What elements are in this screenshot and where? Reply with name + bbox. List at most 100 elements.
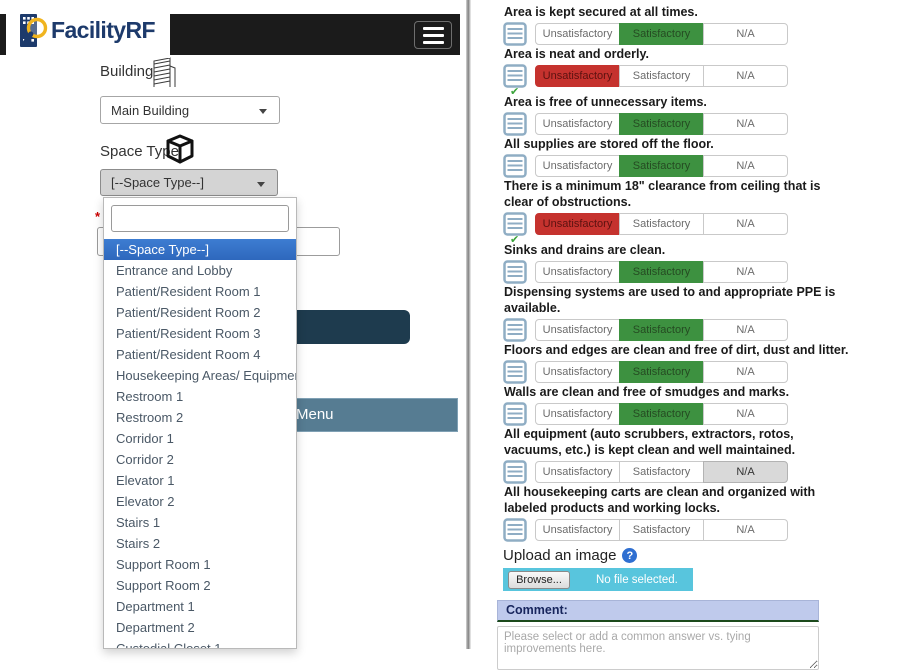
checklist-question: Floors and edges are clean and free of d… <box>504 343 849 357</box>
table-list-icon[interactable] <box>503 360 528 384</box>
table-list-icon[interactable] <box>503 318 528 342</box>
space-type-option[interactable]: Stairs 1 <box>116 515 161 530</box>
na-button[interactable]: N/A <box>703 461 788 483</box>
unsatisfactory-button[interactable]: Unsatisfactory <box>535 319 620 341</box>
dropdown-search-input[interactable] <box>111 205 289 232</box>
hamburger-menu-button[interactable] <box>414 21 452 49</box>
satisfactory-button[interactable]: Satisfactory <box>619 361 704 383</box>
na-button[interactable]: N/A <box>703 23 788 45</box>
na-button[interactable]: N/A <box>703 403 788 425</box>
comment-section: Comment: <box>497 600 819 670</box>
satisfactory-button[interactable]: Satisfactory <box>619 519 704 541</box>
unsatisfactory-button[interactable]: Unsatisfactory <box>535 113 620 135</box>
space-type-option[interactable]: Housekeeping Areas/ Equipment <box>116 368 296 383</box>
table-list-icon[interactable] <box>503 212 528 236</box>
answer-button-group: Unsatisfactory Satisfactory N/A <box>535 113 788 135</box>
file-input[interactable]: Browse... No file selected. <box>503 568 693 591</box>
space-type-option[interactable]: Support Room 2 <box>116 578 211 593</box>
space-type-option[interactable]: Restroom 2 <box>116 410 184 425</box>
comment-textarea[interactable] <box>497 626 819 670</box>
checklist-question: All housekeeping carts are clean and org… <box>504 485 816 515</box>
panel-edge-divider <box>466 0 471 649</box>
checklist-item: Walls are clean and free of smudges and … <box>503 384 853 426</box>
satisfactory-button[interactable]: Satisfactory <box>619 461 704 483</box>
na-button[interactable]: N/A <box>703 113 788 135</box>
checklist-item: Dispensing systems are used to and appro… <box>503 284 853 342</box>
satisfactory-button[interactable]: Satisfactory <box>619 319 704 341</box>
space-type-option[interactable]: Stairs 2 <box>116 536 161 551</box>
answer-button-group: Unsatisfactory Satisfactory N/A <box>535 361 788 383</box>
satisfactory-button[interactable]: Satisfactory <box>619 65 704 87</box>
unsatisfactory-button[interactable]: Unsatisfactory <box>535 519 620 541</box>
space-type-option[interactable]: Corridor 1 <box>116 431 174 446</box>
na-button[interactable]: N/A <box>703 319 788 341</box>
building-select[interactable]: Main Building <box>100 96 280 124</box>
table-list-icon[interactable] <box>503 112 528 136</box>
answer-button-group: Unsatisfactory Satisfactory N/A <box>535 261 788 283</box>
space-type-option[interactable]: Department 2 <box>116 620 195 635</box>
hamburger-icon <box>422 26 444 30</box>
space-type-option[interactable]: Corridor 2 <box>116 452 174 467</box>
na-button[interactable]: N/A <box>703 213 788 235</box>
answer-button-group: Unsatisfactory Satisfactory N/A <box>535 65 788 87</box>
space-type-select-value: [--Space Type--] <box>111 175 204 190</box>
space-type-option[interactable]: Department 1 <box>116 599 195 614</box>
satisfactory-button[interactable]: Satisfactory <box>619 155 704 177</box>
table-list-icon[interactable] <box>503 402 528 426</box>
answer-button-group: Unsatisfactory Satisfactory N/A <box>535 519 788 541</box>
na-button[interactable]: N/A <box>703 261 788 283</box>
satisfactory-button[interactable]: Satisfactory <box>619 23 704 45</box>
checklist-question: Area is free of unnecessary items. <box>504 95 707 109</box>
na-button[interactable]: N/A <box>703 155 788 177</box>
space-type-select[interactable]: [--Space Type--] <box>100 169 278 196</box>
satisfactory-button[interactable]: Satisfactory <box>619 213 704 235</box>
space-type-option[interactable]: Patient/Resident Room 3 <box>116 326 261 341</box>
logo-building-magnifier-icon <box>14 9 50 51</box>
required-marker: * <box>95 209 101 224</box>
na-button[interactable]: N/A <box>703 519 788 541</box>
checkmark-icon: ✔ <box>510 86 520 98</box>
checklist-question: Area is neat and orderly. <box>504 47 649 61</box>
checklist-item: Area is kept secured at all times. ✔ Uns… <box>503 4 853 46</box>
space-type-option[interactable]: Elevator 1 <box>116 473 175 488</box>
unsatisfactory-button[interactable]: Unsatisfactory <box>535 23 620 45</box>
browse-button[interactable]: Browse... <box>508 570 570 589</box>
table-list-icon[interactable] <box>503 460 528 484</box>
table-list-icon[interactable] <box>503 64 528 88</box>
unsatisfactory-button[interactable]: Unsatisfactory <box>535 155 620 177</box>
checklist-item: All housekeeping carts are clean and org… <box>503 484 853 542</box>
table-list-icon[interactable] <box>503 22 528 46</box>
building-label: Building <box>100 63 154 80</box>
space-type-option[interactable]: [--Space Type--] <box>104 239 296 260</box>
table-list-icon[interactable] <box>503 260 528 284</box>
na-button[interactable]: N/A <box>703 361 788 383</box>
satisfactory-button[interactable]: Satisfactory <box>619 403 704 425</box>
checklist-item: Area is free of unnecessary items. ✔ Uns… <box>503 94 853 136</box>
space-type-option[interactable]: Elevator 2 <box>116 494 175 509</box>
table-list-icon[interactable] <box>503 518 528 542</box>
unsatisfactory-button[interactable]: Unsatisfactory <box>535 461 620 483</box>
logo-text: FacilityRF <box>51 16 156 43</box>
checklist-item: Floors and edges are clean and free of d… <box>503 342 853 384</box>
unsatisfactory-button[interactable]: Unsatisfactory <box>535 261 620 283</box>
satisfactory-button[interactable]: Satisfactory <box>619 113 704 135</box>
table-list-icon[interactable] <box>503 154 528 178</box>
no-file-text: No file selected. <box>596 573 678 586</box>
space-type-option[interactable]: Entrance and Lobby <box>116 263 233 278</box>
space-type-cube-icon <box>163 132 197 171</box>
unsatisfactory-button[interactable]: Unsatisfactory <box>535 213 620 235</box>
unsatisfactory-button[interactable]: Unsatisfactory <box>535 361 620 383</box>
space-type-option[interactable]: Patient/Resident Room 4 <box>116 347 261 362</box>
unsatisfactory-button[interactable]: Unsatisfactory <box>535 403 620 425</box>
na-button[interactable]: N/A <box>703 65 788 87</box>
space-type-option[interactable]: Patient/Resident Room 2 <box>116 305 261 320</box>
space-type-option[interactable]: Patient/Resident Room 1 <box>116 284 261 299</box>
answer-button-group: Unsatisfactory Satisfactory N/A <box>535 213 788 235</box>
unsatisfactory-button[interactable]: Unsatisfactory <box>535 65 620 87</box>
space-type-option[interactable]: Support Room 1 <box>116 557 211 572</box>
space-type-option[interactable]: Custodial Closet 1 <box>116 641 222 649</box>
space-type-option[interactable]: Restroom 1 <box>116 389 184 404</box>
answer-button-group: Unsatisfactory Satisfactory N/A <box>535 23 788 45</box>
help-icon[interactable]: ? <box>622 548 638 563</box>
satisfactory-button[interactable]: Satisfactory <box>619 261 704 283</box>
